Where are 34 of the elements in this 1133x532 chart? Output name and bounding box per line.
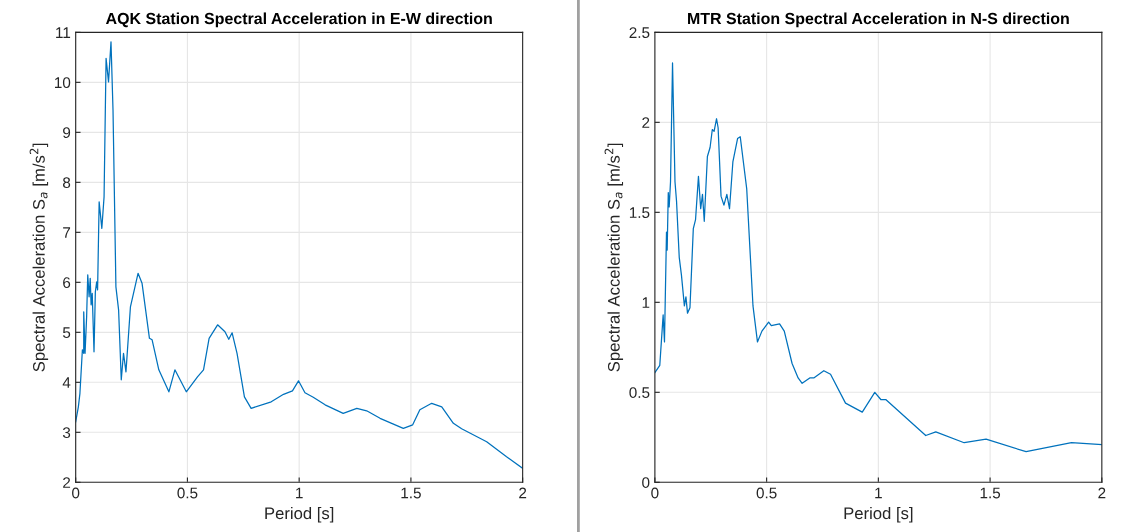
y-tick-label: 7 [63,227,71,238]
x-tick-label: 0.5 [756,487,777,499]
line-series [75,41,523,469]
y-tick-label: 10 [55,77,71,89]
y-tick-label: 0.5 [629,387,650,398]
y-tick-label: 8 [62,177,71,189]
y-tick-label: 1.5 [629,207,650,219]
chart-title: AQK Station Spectral Acceleration in E-W direction [105,12,492,28]
y-tick-label: 2 [63,477,71,488]
x-tick-label: 2 [1098,487,1106,499]
x-tick-label: 0.5 [177,487,198,499]
x-tick-label: 1.5 [980,487,1001,499]
x-tick-label: 1 [875,487,882,499]
x-tick-label: 1.5 [401,487,421,499]
y-tick-label: 5 [62,327,71,339]
y-tick-label: 2 [642,117,650,128]
x-tick-label: 1 [296,487,303,499]
y-tick-label: 0 [642,477,650,488]
y-tick-label: 3 [62,427,71,438]
y-tick-label: 2.5 [629,27,650,39]
y-axis-title: Spectral Acceleration S$_{a}$ [m/s$^{2}$] [29,143,49,372]
x-tick-label: 0 [651,487,659,499]
line-series [654,62,1102,453]
chart-title: MTR Station Spectral Acceleration in N-S direction [688,12,1069,28]
x-axis-title: Period [s] [844,506,913,523]
y-tick-label: 11 [56,27,71,38]
y-tick-label: 4 [62,377,71,388]
x-tick-label: 0 [72,487,80,499]
y-tick-label: 1 [642,297,650,308]
y-tick-label: 9 [63,127,71,139]
y-axis-title: Spectral Acceleration S$_{a}$ [m/s$^{2}$] [604,143,624,372]
x-axis-title: Period [s] [265,506,334,523]
x-tick-label: 2 [519,487,527,499]
y-tick-label: 6 [63,277,71,289]
